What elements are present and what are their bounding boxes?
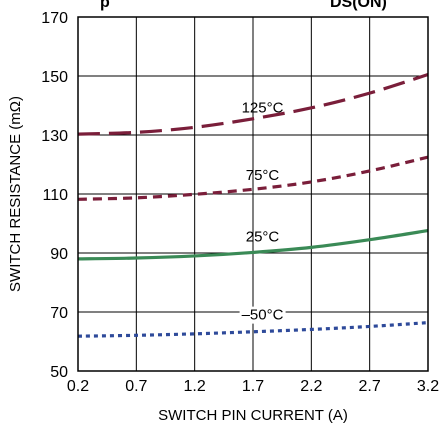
y-tick-label: 130 [41,128,68,145]
y-tick-label: 150 [41,69,68,86]
series-label-2: 25°C [246,229,280,246]
series-line-1 [77,155,429,201]
x-axis-label: SWITCH PIN CURRENT (A) [158,407,348,424]
x-tick-label: 1.7 [242,378,264,395]
series-label-1: 75°C [246,167,280,184]
y-tick-label: 50 [50,364,68,381]
series-labels: 125°C 75°C 25°C –50°C [239,99,286,324]
tick-labels: 0.2 0.7 1.2 1.7 2.2 2.7 3.2 50 70 90 110 130 150 170 [41,10,439,395]
x-tick-label: 2.2 [300,378,322,395]
y-tick-label: 170 [41,10,68,27]
y-axis-label: SWITCH RESISTANCE (mΩ) [7,96,24,292]
series-line-0 [77,73,429,136]
plot-frame [77,16,429,372]
series-line-3 [77,321,429,338]
series-label-backing [239,306,286,324]
y-tick-label: 90 [50,246,68,263]
cutoff-title-right: DS(ON) [330,0,387,11]
y-tick-label: 70 [50,305,68,322]
cutoff-title-left: p [100,0,110,11]
y-tick-label: 110 [42,187,68,204]
x-tick-label: 1.2 [184,378,206,395]
x-tick-label: 3.2 [417,378,439,395]
series-line-2 [77,228,429,261]
x-tick-label: 0.7 [125,378,147,395]
series-label-0: 125°C [242,99,284,116]
series-lines [77,73,429,338]
x-tick-label: 0.2 [67,378,89,395]
x-tick-label: 2.7 [359,378,381,395]
series-label-3: –50°C [242,307,284,324]
